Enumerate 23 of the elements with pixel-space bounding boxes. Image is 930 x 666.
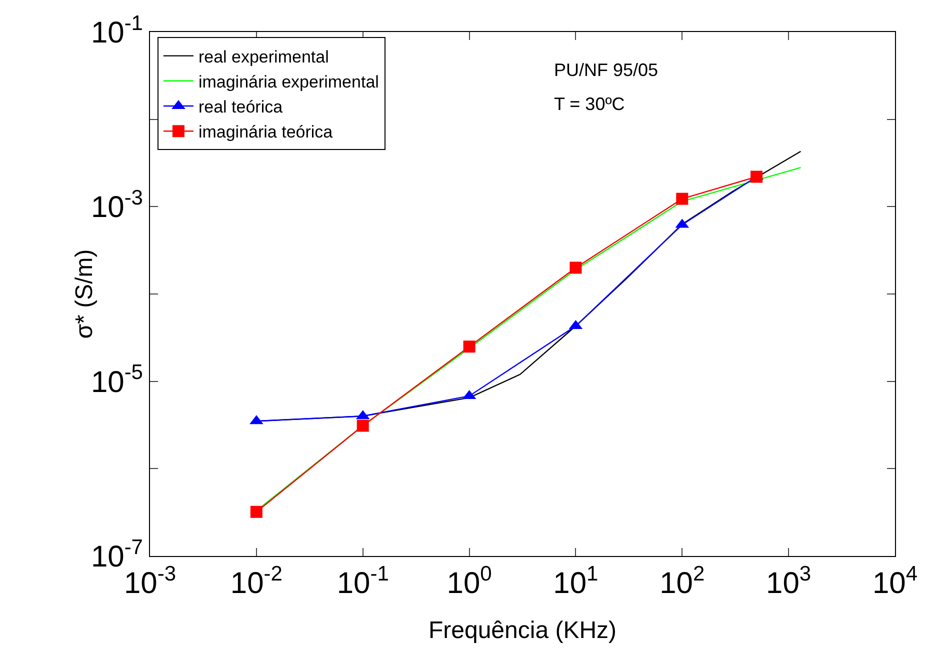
annotation: PU/NF 95/05 <box>554 60 658 80</box>
x-tick-label: 10$^{0}$ <box>446 562 492 600</box>
point <box>570 262 582 274</box>
x-tick-label: 10$^{1}$ <box>553 562 598 600</box>
legend-label: real experimental <box>198 47 329 66</box>
legend-label: real teórica <box>198 98 284 117</box>
x-tick-label: 10$^{-2}$ <box>230 562 282 600</box>
point <box>676 192 688 205</box>
annotation: T = 30ºC <box>554 94 625 114</box>
x-tick-label: 10$^{2}$ <box>660 562 705 600</box>
point <box>250 506 262 518</box>
point <box>463 340 476 353</box>
x-axis-title: Frequência (KHz) <box>428 617 617 644</box>
point <box>356 420 369 432</box>
y-tick-label: 10$^{-1}$ <box>90 12 143 50</box>
legend-label: imaginária experimental <box>198 72 379 92</box>
x-tick-label: 10$^{4}$ <box>872 562 918 600</box>
legend-label: imaginária teórica <box>198 122 334 142</box>
x-tick-label: 10$^{3}$ <box>766 562 812 600</box>
y-tick-label: 10$^{-3}$ <box>90 186 143 224</box>
x-tick-label: 10$^{-1}$ <box>336 562 389 600</box>
y-tick-label: 10$^{-5}$ <box>90 361 143 399</box>
y-axis-title: σ* (S/m) <box>71 249 98 339</box>
